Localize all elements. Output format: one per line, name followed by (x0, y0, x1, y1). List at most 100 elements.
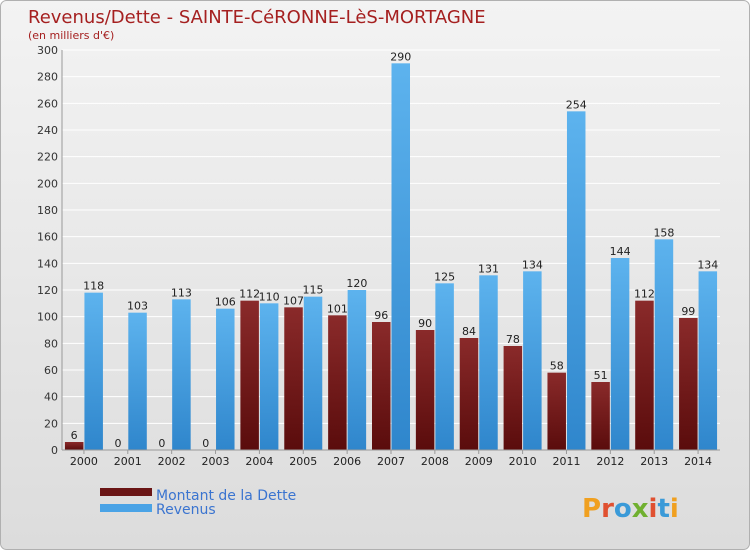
data-label-debt: 0 (158, 437, 165, 450)
data-label-revenus: 118 (83, 280, 104, 293)
data-label-revenus: 106 (215, 296, 236, 309)
bar-revenus (654, 239, 674, 450)
proxiti-logo: Proxiti (582, 494, 679, 524)
x-axis: 2000 2001 2002 2003 2004 2005 2006 2007 2008 2009… (62, 449, 720, 468)
y-tick-label: 0 (51, 444, 58, 457)
bar-debt (547, 372, 566, 450)
data-label-debt: 78 (506, 333, 520, 346)
legend-swatch-debt (100, 488, 152, 496)
data-label-revenus: 113 (171, 286, 192, 299)
x-tick-label: 2006 (333, 455, 361, 468)
data-label-debt: 51 (594, 369, 608, 382)
y-tick-label: 20 (44, 417, 58, 430)
y-tick-label: 240 (37, 124, 58, 137)
bar-revenus (610, 258, 630, 450)
y-tick-label: 180 (37, 204, 58, 217)
bar-debt (635, 300, 654, 450)
x-tick-label: 2008 (421, 455, 449, 468)
bar-revenus (172, 299, 191, 450)
bar-debt (240, 300, 259, 450)
y-tick-label: 80 (44, 337, 58, 350)
bar-debt (372, 322, 391, 450)
x-tick-label: 2005 (289, 455, 317, 468)
x-tick-label: 2012 (596, 455, 624, 468)
data-label-debt: 90 (418, 317, 432, 330)
x-tick-label: 2000 (70, 455, 98, 468)
bar-revenus (216, 308, 235, 450)
data-label-debt: 112 (634, 288, 655, 301)
bar-debt (591, 382, 610, 450)
legend: Montant de la Dette Revenus (100, 488, 296, 518)
bar-revenus (479, 275, 498, 450)
logo-text: Proxiti (582, 494, 679, 524)
data-label-debt: 6 (71, 429, 78, 442)
y-tick-label: 260 (37, 97, 58, 110)
data-label-debt: 101 (327, 302, 348, 315)
data-label-revenus: 131 (478, 262, 499, 275)
bar-debt (503, 346, 523, 450)
y-tick-label: 200 (37, 177, 58, 190)
data-label-revenus: 134 (697, 258, 718, 271)
y-tick-label: 280 (37, 71, 58, 84)
data-label-revenus: 290 (390, 50, 411, 63)
bar-debt (459, 338, 479, 450)
x-tick-label: 2010 (509, 455, 537, 468)
bar-debt (415, 330, 435, 450)
x-tick-label: 2011 (552, 455, 580, 468)
y-tick-label: 100 (37, 311, 58, 324)
legend-label-debt: Montant de la Dette (156, 488, 296, 504)
x-tick-label: 2002 (158, 455, 186, 468)
x-tick-label: 2014 (684, 455, 712, 468)
bar-debt (679, 318, 698, 450)
bar-revenus (84, 292, 103, 450)
data-label-revenus: 254 (566, 98, 587, 111)
bar-revenus (347, 290, 367, 450)
data-label-debt: 0 (202, 437, 209, 450)
gridlines (62, 49, 720, 451)
x-tick-label: 2003 (202, 455, 230, 468)
data-label-debt: 96 (374, 309, 388, 322)
x-tick-label: 2001 (114, 455, 142, 468)
bar-revenus (259, 303, 279, 450)
y-tick-label: 160 (37, 231, 58, 244)
y-tick-label: 220 (37, 151, 58, 164)
data-label-debt: 99 (681, 305, 695, 318)
data-label-revenus: 110 (259, 290, 280, 303)
legend-label-revenus: Revenus (156, 502, 216, 518)
legend-swatch-revenus (100, 504, 152, 512)
data-label-revenus: 120 (346, 277, 367, 290)
bar-revenus (303, 296, 323, 450)
data-label-revenus: 103 (127, 300, 148, 313)
data-label-revenus: 125 (434, 270, 455, 283)
x-tick-label: 2009 (465, 455, 493, 468)
bar-revenus (128, 312, 147, 450)
data-label-revenus: 144 (610, 245, 631, 258)
chart-subtitle: (en milliers d'€) (28, 29, 114, 42)
y-tick-label: 140 (37, 257, 58, 270)
data-label-debt: 112 (239, 288, 260, 301)
x-tick-label: 2007 (377, 455, 405, 468)
bar-revenus (523, 271, 542, 450)
data-label-debt: 84 (462, 325, 476, 338)
y-tick-label: 120 (37, 284, 58, 297)
bar-debt (64, 442, 84, 450)
y-tick-label: 40 (44, 391, 58, 404)
data-label-debt: 0 (115, 437, 122, 450)
y-tick-label: 60 (44, 364, 58, 377)
bar-revenus (566, 111, 586, 450)
y-tick-label: 300 (37, 44, 58, 57)
bar-debt (284, 307, 303, 450)
data-label-debt: 107 (283, 294, 304, 307)
x-tick-label: 2004 (245, 455, 273, 468)
data-label-debt: 58 (550, 360, 564, 373)
data-label-revenus: 115 (303, 284, 324, 297)
bar-revenus (391, 63, 410, 450)
data-label-revenus: 134 (522, 258, 543, 271)
bar-revenus (698, 271, 718, 450)
chart-title: Revenus/Dette - SAINTE-CéRONNE-LèS-MORTA… (28, 7, 486, 28)
bar-revenus (435, 283, 454, 450)
bar-debt (328, 315, 347, 450)
y-axis: 0 20 40 60 80 100 120 140 160 180 200 220 240 260 280 3… (37, 44, 63, 457)
